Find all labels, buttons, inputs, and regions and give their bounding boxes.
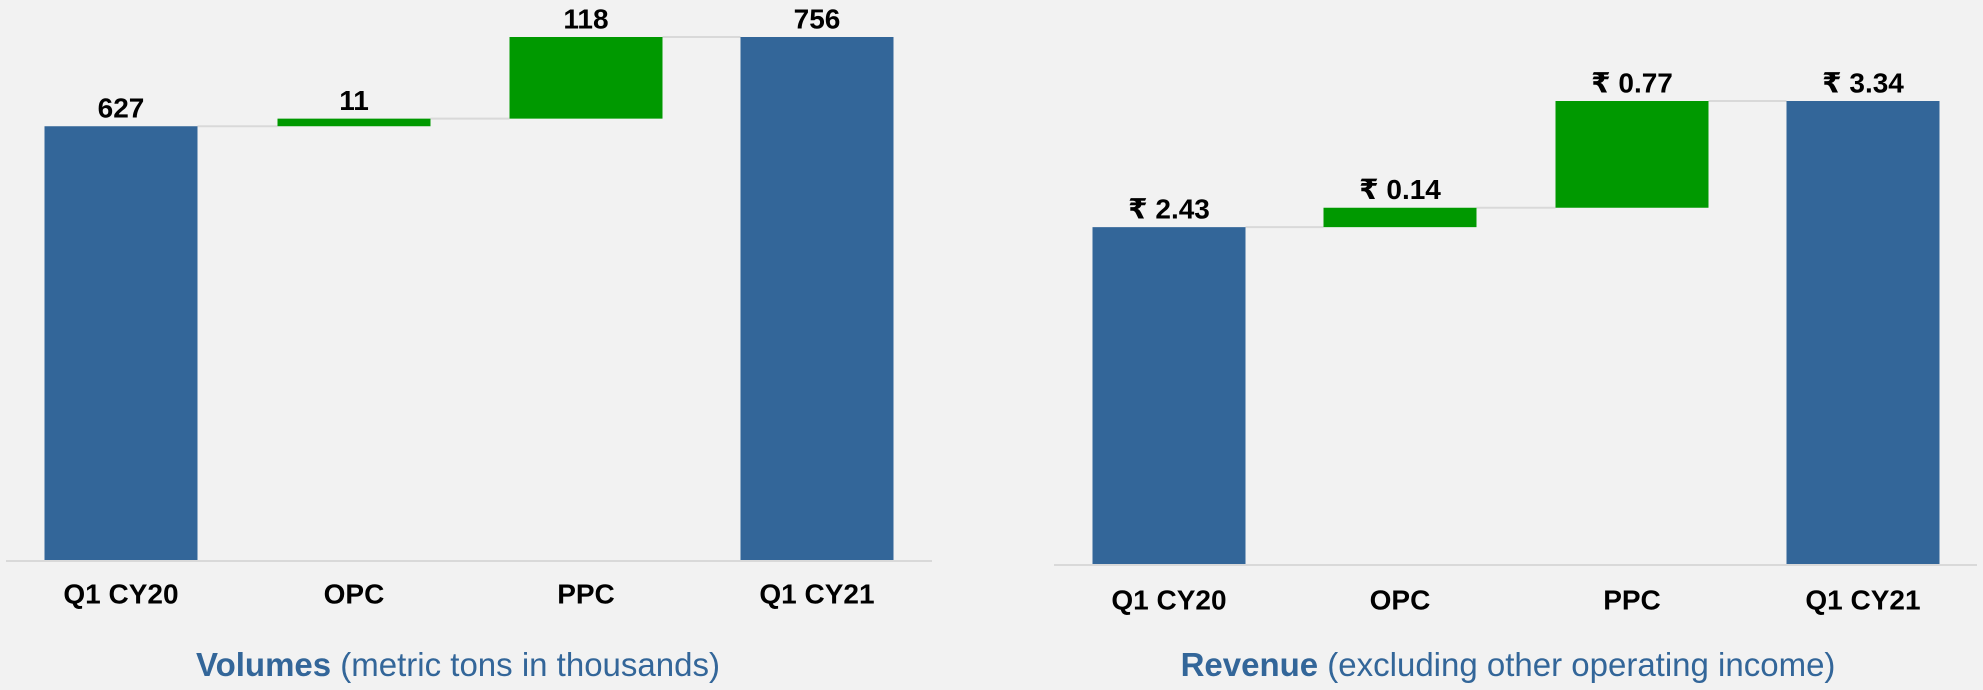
chart-title: Volumes (metric tons in thousands) — [196, 646, 720, 683]
bar — [44, 126, 198, 560]
x-tick-label: PPC — [1603, 584, 1661, 615]
title-sub: (excluding other operating income) — [1327, 646, 1835, 683]
data-label: 11 — [339, 85, 369, 116]
data-label: ₹ 3.34 — [1822, 67, 1904, 98]
bar — [277, 118, 431, 127]
bar — [1555, 101, 1709, 208]
title-main: Revenue — [1181, 646, 1319, 683]
data-label: ₹ 2.43 — [1128, 194, 1210, 225]
x-tick-label: Q1 CY20 — [63, 578, 178, 609]
data-label: 627 — [98, 93, 145, 124]
bar — [740, 37, 894, 560]
bar — [509, 37, 663, 119]
data-label: 756 — [794, 3, 841, 34]
x-tick-label: PPC — [557, 578, 615, 609]
data-label: ₹ 0.77 — [1591, 67, 1673, 98]
bar — [1092, 227, 1246, 564]
bar — [1323, 207, 1477, 228]
bar — [1786, 101, 1940, 564]
title-main: Volumes — [196, 646, 331, 683]
chart-title: Revenue (excluding other operating incom… — [1181, 646, 1836, 683]
x-tick-label: OPC — [324, 578, 385, 609]
x-tick-label: Q1 CY21 — [1805, 584, 1920, 615]
data-label: ₹ 0.14 — [1359, 174, 1441, 205]
x-tick-label: Q1 CY21 — [759, 578, 874, 609]
data-label: 118 — [563, 3, 608, 34]
x-tick-label: OPC — [1370, 584, 1431, 615]
title-sub: (metric tons in thousands) — [340, 646, 720, 683]
x-tick-label: Q1 CY20 — [1111, 584, 1226, 615]
